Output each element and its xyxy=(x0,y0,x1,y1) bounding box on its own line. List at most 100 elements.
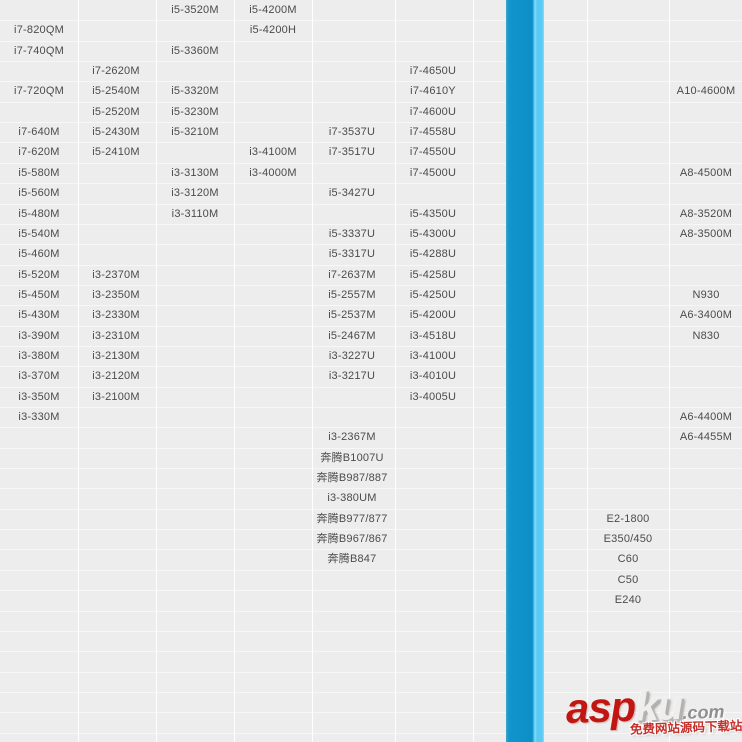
cpu-model-cell: E240 xyxy=(614,594,642,607)
cpu-model-cell: i3-4518U xyxy=(409,329,457,342)
row-gridline xyxy=(0,142,742,144)
row-gridline xyxy=(0,345,742,347)
cpu-model-cell: i3-380M xyxy=(18,349,60,362)
cpu-model-cell: i3-380UM xyxy=(327,492,377,505)
cpu-model-cell: i7-640M xyxy=(18,126,60,139)
column-gridline xyxy=(473,0,474,742)
cpu-model-cell: i5-450M xyxy=(18,288,60,301)
cpu-model-cell: i5-4200M xyxy=(249,4,297,16)
column-gridline xyxy=(156,0,157,742)
row-gridline xyxy=(0,61,742,63)
row-gridline xyxy=(0,691,742,693)
cpu-model-cell: i5-2467M xyxy=(328,329,376,342)
cpu-model-cell: i5-3317U xyxy=(328,248,376,261)
cpu-model-cell: i5-520M xyxy=(18,268,60,281)
cpu-model-cell: i5-3360M xyxy=(171,44,219,57)
cpu-model-cell: i7-2620M xyxy=(92,65,140,78)
cpu-model-cell: A8-3500M xyxy=(679,227,733,240)
column-gridline xyxy=(395,0,396,742)
row-gridline xyxy=(0,590,742,592)
cpu-model-cell: i3-4010U xyxy=(409,370,457,383)
cpu-model-cell: i5-4350U xyxy=(409,207,457,220)
cpu-model-cell: C50 xyxy=(617,573,639,586)
column-gridline xyxy=(312,0,313,742)
row-gridline xyxy=(0,40,742,42)
cpu-model-cell: i3-3217U xyxy=(328,370,376,383)
cpu-model-cell: i3-370M xyxy=(18,370,60,383)
cpu-model-cell: E2-1800 xyxy=(606,512,650,525)
row-gridline xyxy=(0,203,742,205)
cpu-model-cell: i3-350M xyxy=(18,390,60,403)
row-gridline xyxy=(0,305,742,307)
cpu-model-cell: 奔腾B1007U xyxy=(320,451,384,464)
cpu-model-cell: i3-2310M xyxy=(92,329,140,342)
row-gridline xyxy=(0,529,742,531)
cpu-model-cell: i5-4250U xyxy=(409,288,457,301)
cpu-model-cell: i5-4200H xyxy=(249,24,297,37)
cpu-model-cell: i5-4300U xyxy=(409,227,457,240)
cpu-model-cell: i3-3110M xyxy=(171,207,219,220)
cpu-model-cell: i3-2330M xyxy=(92,309,140,322)
row-gridline xyxy=(0,122,742,124)
cpu-model-cell: i3-2100M xyxy=(92,390,140,403)
row-gridline xyxy=(0,651,742,653)
cpu-model-cell: i7-4610Y xyxy=(410,85,456,98)
cpu-model-cell: i5-4288U xyxy=(409,248,457,261)
cpu-model-cell: i7-2637M xyxy=(328,268,376,281)
cpu-model-cell: i7-4558U xyxy=(409,126,457,139)
row-gridline xyxy=(0,549,742,551)
cpu-model-cell: A6-3400M xyxy=(679,309,733,322)
row-gridline xyxy=(0,366,742,368)
cpu-model-cell: i3-2350M xyxy=(92,288,140,301)
cpu-model-cell: i5-3427U xyxy=(328,187,376,200)
row-gridline xyxy=(0,223,742,225)
cpu-model-cell: i7-4500U xyxy=(409,166,457,179)
cpu-model-cell: i7-720QM xyxy=(14,85,64,98)
row-gridline xyxy=(0,325,742,327)
cpu-model-cell: i3-4100M xyxy=(249,146,297,159)
cpu-model-cell: i5-480M xyxy=(18,207,60,220)
cpu-model-cell: i5-460M xyxy=(18,248,60,261)
cpu-model-cell: i5-2520M xyxy=(92,105,140,118)
cpu-model-cell: i3-2120M xyxy=(92,370,140,383)
blue-divider-bar xyxy=(506,0,544,742)
cpu-model-cell: 奔腾B847 xyxy=(327,553,377,566)
cpu-model-cell: i3-4000M xyxy=(249,166,297,179)
cpu-model-cell: C60 xyxy=(617,553,639,566)
column-gridline xyxy=(587,0,588,742)
cpu-model-cell: i7-620M xyxy=(18,146,60,159)
cpu-model-cell: i5-580M xyxy=(18,166,60,179)
cpu-model-cell: i5-3337U xyxy=(328,227,376,240)
row-gridline xyxy=(0,610,742,612)
row-gridline xyxy=(0,732,742,734)
cpu-model-cell: i5-3230M xyxy=(171,105,219,118)
row-gridline xyxy=(0,468,742,470)
cpu-model-cell: i3-3227U xyxy=(328,349,376,362)
row-gridline xyxy=(0,386,742,388)
cpu-model-cell: i5-4200U xyxy=(409,309,457,322)
cpu-model-cell: i3-330M xyxy=(18,411,60,423)
cpu-model-cell: A6-4400M xyxy=(679,411,733,423)
cpu-model-cell: i5-560M xyxy=(18,187,60,200)
column-gridline xyxy=(234,0,235,742)
row-gridline xyxy=(0,264,742,266)
column-gridline xyxy=(669,0,670,742)
row-gridline xyxy=(0,712,742,714)
row-gridline xyxy=(0,427,742,429)
cpu-model-cell: i7-4600U xyxy=(409,105,457,118)
cpu-model-cell: A8-3520M xyxy=(679,207,733,220)
cpu-model-cell: i5-540M xyxy=(18,227,60,240)
cpu-model-cell: i5-3210M xyxy=(171,126,219,139)
row-gridline xyxy=(0,101,742,103)
row-gridline xyxy=(0,162,742,164)
cpu-model-cell: i5-2540M xyxy=(92,85,140,98)
cpu-model-cell: A8-4500M xyxy=(679,166,733,179)
cpu-model-cell: i7-3537U xyxy=(328,126,376,139)
row-gridline xyxy=(0,284,742,286)
row-gridline xyxy=(0,81,742,83)
cpu-model-cell: i5-430M xyxy=(18,309,60,322)
cpu-model-cell: i5-2430M xyxy=(92,126,140,139)
row-gridline xyxy=(0,508,742,510)
